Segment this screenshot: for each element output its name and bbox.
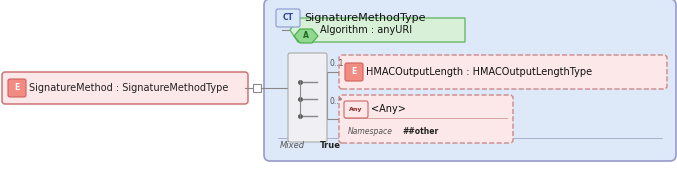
Text: Namespace: Namespace	[348, 126, 393, 135]
Text: CT: CT	[282, 13, 294, 22]
Polygon shape	[294, 29, 318, 43]
FancyBboxPatch shape	[288, 53, 327, 142]
Text: <Any>: <Any>	[371, 104, 406, 114]
FancyBboxPatch shape	[2, 72, 248, 104]
Text: E: E	[351, 67, 357, 76]
Text: True: True	[320, 140, 341, 149]
Text: 0..1: 0..1	[330, 58, 345, 67]
FancyBboxPatch shape	[8, 79, 26, 97]
Text: ##other: ##other	[402, 126, 438, 135]
FancyBboxPatch shape	[339, 95, 513, 143]
Text: HMACOutputLength : HMACOutputLengthType: HMACOutputLength : HMACOutputLengthType	[366, 67, 592, 77]
Text: A: A	[303, 31, 309, 40]
Text: SignatureMethodType: SignatureMethodType	[304, 13, 426, 23]
Bar	[253, 84, 261, 92]
FancyBboxPatch shape	[264, 0, 676, 161]
Text: E: E	[14, 83, 20, 92]
FancyBboxPatch shape	[345, 63, 363, 81]
Text: SignatureMethod : SignatureMethodType: SignatureMethod : SignatureMethodType	[29, 83, 228, 93]
Text: Algorithm : anyURI: Algorithm : anyURI	[320, 25, 412, 35]
Text: 0..*: 0..*	[330, 97, 343, 106]
Text: Any: Any	[349, 107, 363, 112]
FancyBboxPatch shape	[276, 9, 300, 27]
FancyBboxPatch shape	[344, 101, 368, 118]
Text: Mixed: Mixed	[280, 140, 305, 149]
FancyBboxPatch shape	[339, 55, 667, 89]
Polygon shape	[290, 18, 465, 42]
